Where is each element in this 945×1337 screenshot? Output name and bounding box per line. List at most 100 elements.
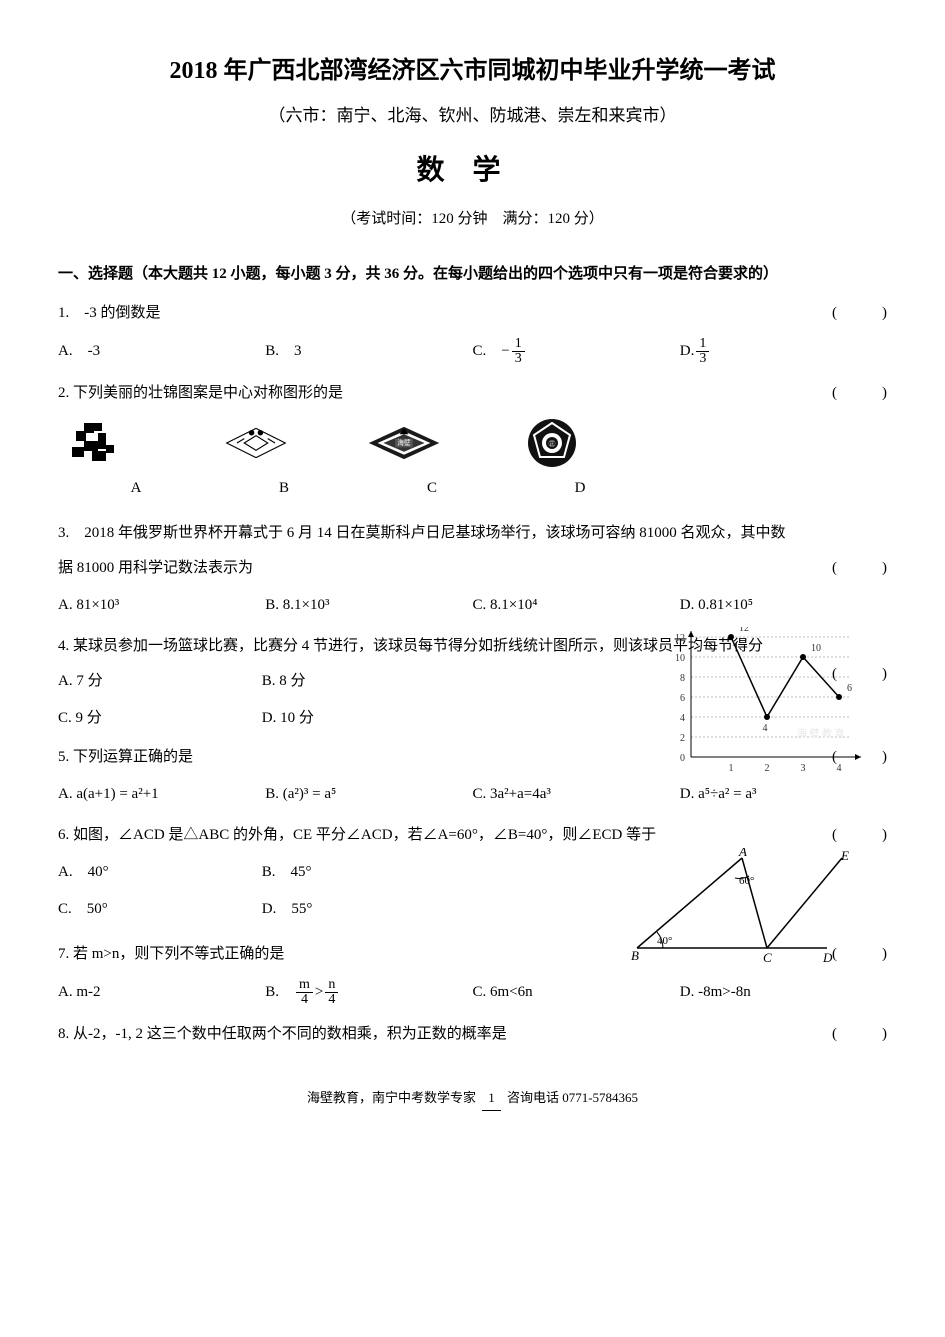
svg-text:12: 12 bbox=[675, 633, 685, 644]
q2-label-c: C bbox=[388, 475, 476, 502]
fraction-icon: 1 3 bbox=[512, 337, 525, 366]
q2-image-c: 海壁 bbox=[360, 417, 448, 469]
frac-num: 1 bbox=[512, 337, 525, 352]
q3-opt-d: D. 0.81×10⁵ bbox=[680, 592, 887, 619]
q2-label-b: B bbox=[240, 475, 328, 502]
exam-title: 2018 年广西北部湾经济区六市同城初中毕业升学统一考试 bbox=[58, 50, 887, 93]
gt-sign: > bbox=[315, 979, 323, 1006]
svg-text:2: 2 bbox=[765, 763, 770, 774]
svg-text:0: 0 bbox=[680, 753, 685, 764]
svg-text:8: 8 bbox=[680, 673, 685, 684]
svg-text:6: 6 bbox=[680, 693, 685, 704]
exam-meta: （考试时间：120 分钟 满分：120 分） bbox=[58, 206, 887, 233]
frac-num: n bbox=[325, 978, 338, 993]
fig-label-a: A bbox=[738, 848, 747, 859]
q2-image-d: ㊣ bbox=[508, 417, 596, 469]
svg-text:12: 12 bbox=[739, 627, 749, 634]
q1-c-prefix: C. bbox=[473, 338, 502, 365]
q4-opt-b: B. 8 分 bbox=[262, 673, 306, 689]
answer-blank: ( ) bbox=[832, 380, 887, 407]
footer-left: 海壁教育，南宁中考数学专家 bbox=[307, 1090, 476, 1105]
svg-text:10: 10 bbox=[811, 643, 821, 654]
question-1: 1. -3 的倒数是 ( ) A. -3 B. 3 C. − 1 3 D. 1 … bbox=[58, 300, 887, 366]
q1-text: 1. -3 的倒数是 bbox=[58, 300, 832, 327]
q2-image-a bbox=[64, 417, 152, 469]
q6-text: 6. 如图，∠ACD 是△ABC 的外角，CE 平分∠ACD，若∠A=60°，∠… bbox=[58, 822, 832, 849]
q5-opt-b: B. (a²)³ = a⁵ bbox=[265, 781, 472, 808]
q4-opt-c: C. 9 分 bbox=[58, 705, 258, 732]
question-3: 3. 2018 年俄罗斯世界杯开幕式于 6 月 14 日在莫斯科卢日尼基球场举行… bbox=[58, 520, 887, 619]
frac-den: 3 bbox=[696, 352, 709, 366]
q4-opt-a: A. 7 分 bbox=[58, 668, 258, 695]
exam-subject: 数学 bbox=[58, 146, 887, 196]
q3-text-1: 3. 2018 年俄罗斯世界杯开幕式于 6 月 14 日在莫斯科卢日尼基球场举行… bbox=[58, 520, 887, 547]
q3-opt-c: C. 8.1×10⁴ bbox=[473, 592, 680, 619]
q1-d-prefix: D. bbox=[680, 338, 695, 365]
frac-den: 4 bbox=[325, 993, 338, 1007]
answer-blank: ( ) bbox=[832, 300, 887, 327]
q1-opt-b: B. 3 bbox=[265, 338, 472, 365]
q5-opt-a: A. a(a+1) = a²+1 bbox=[58, 781, 265, 808]
q2-c-badge: 海壁 bbox=[397, 438, 411, 447]
fraction-icon: n 4 bbox=[325, 978, 338, 1007]
svg-text:1: 1 bbox=[729, 763, 734, 774]
frac-num: 1 bbox=[696, 337, 709, 352]
svg-text:6: 6 bbox=[847, 683, 852, 694]
q7-opt-b: B. m 4 > n 4 bbox=[265, 978, 472, 1007]
svg-text:4: 4 bbox=[763, 723, 768, 734]
frac-den: 3 bbox=[512, 352, 525, 366]
q3-opt-b: B. 8.1×10³ bbox=[265, 592, 472, 619]
svg-text:3: 3 bbox=[801, 763, 806, 774]
q1-opt-c: C. − 1 3 bbox=[473, 337, 680, 366]
svg-text:4: 4 bbox=[680, 713, 685, 724]
q3-opt-a: A. 81×10³ bbox=[58, 592, 265, 619]
q7-b-prefix: B. bbox=[265, 979, 294, 1006]
fig-label-c: C bbox=[763, 950, 772, 965]
question-6: 6. 如图，∠ACD 是△ABC 的外角，CE 平分∠ACD，若∠A=60°，∠… bbox=[58, 822, 887, 923]
question-2: 2. 下列美丽的壮锦图案是中心对称图形的是 ( ) bbox=[58, 380, 887, 502]
page-footer: 海壁教育，南宁中考数学专家 1 咨询电话 0771-5784365 bbox=[58, 1086, 887, 1110]
q2-label-a: A bbox=[92, 475, 180, 502]
q1-c-sign: − bbox=[501, 338, 509, 365]
q4-opt-d: D. 10 分 bbox=[262, 710, 314, 726]
q8-text: 8. 从-2，-1, 2 这三个数中任取两个不同的数相乘，积为正数的概率是 bbox=[58, 1021, 832, 1048]
question-4: 4. 某球员参加一场篮球比赛，比赛分 4 节进行，该球员每节得分如折线统计图所示… bbox=[58, 633, 887, 732]
q2-image-b bbox=[212, 417, 300, 469]
q6-opt-b: B. 45° bbox=[262, 864, 312, 880]
fig-label-d: D bbox=[822, 950, 833, 965]
q7-opt-a: A. m-2 bbox=[58, 979, 265, 1006]
frac-den: 4 bbox=[298, 993, 311, 1007]
section-1-heading: 一、选择题（本大题共 12 小题，每小题 3 分，共 36 分。在每小题给出的四… bbox=[58, 261, 887, 288]
q2-label-d: D bbox=[536, 475, 624, 502]
q6-opt-c: C. 50° bbox=[58, 896, 258, 923]
footer-right: 咨询电话 0771-5784365 bbox=[507, 1090, 638, 1105]
q2-text: 2. 下列美丽的壮锦图案是中心对称图形的是 bbox=[58, 380, 832, 407]
svg-text:㊣: ㊣ bbox=[549, 440, 556, 448]
answer-blank: ( ) bbox=[832, 822, 887, 849]
chart-watermark: 海 壁 教 育 bbox=[797, 727, 845, 740]
fig-angle-60: 60° bbox=[739, 875, 754, 887]
svg-text:10: 10 bbox=[675, 653, 685, 664]
fig-label-b: B bbox=[631, 948, 639, 963]
fig-label-e: E bbox=[840, 848, 849, 863]
page-number: 1 bbox=[482, 1086, 501, 1110]
question-8: 8. 从-2，-1, 2 这三个数中任取两个不同的数相乘，积为正数的概率是 ( … bbox=[58, 1021, 887, 1048]
q3-text-2: 据 81000 用科学记数法表示为 bbox=[58, 555, 832, 582]
q6-opt-a: A. 40° bbox=[58, 859, 258, 886]
q5-opt-d: D. a⁵÷a² = a³ bbox=[680, 781, 887, 808]
q5-opt-c: C. 3a²+a=4a³ bbox=[473, 781, 680, 808]
q7-opt-d: D. -8m>-8n bbox=[680, 979, 887, 1006]
q6-geometry-figure: A B C D E 60° 40° bbox=[627, 848, 857, 968]
svg-text:2: 2 bbox=[680, 733, 685, 744]
answer-blank: ( ) bbox=[832, 555, 887, 582]
exam-subtitle: （六市：南宁、北海、钦州、防城港、崇左和来宾市） bbox=[58, 101, 887, 132]
fraction-icon: 1 3 bbox=[696, 337, 709, 366]
frac-num: m bbox=[296, 978, 313, 993]
q7-opt-c: C. 6m<6n bbox=[473, 979, 680, 1006]
svg-text:4: 4 bbox=[837, 763, 842, 774]
q6-opt-d: D. 55° bbox=[262, 901, 313, 917]
fig-angle-40: 40° bbox=[657, 935, 672, 947]
q1-opt-d: D. 1 3 bbox=[680, 337, 887, 366]
q4-line-chart: 0246810121234124106 海 壁 教 育 bbox=[657, 627, 877, 777]
fraction-icon: m 4 bbox=[296, 978, 313, 1007]
